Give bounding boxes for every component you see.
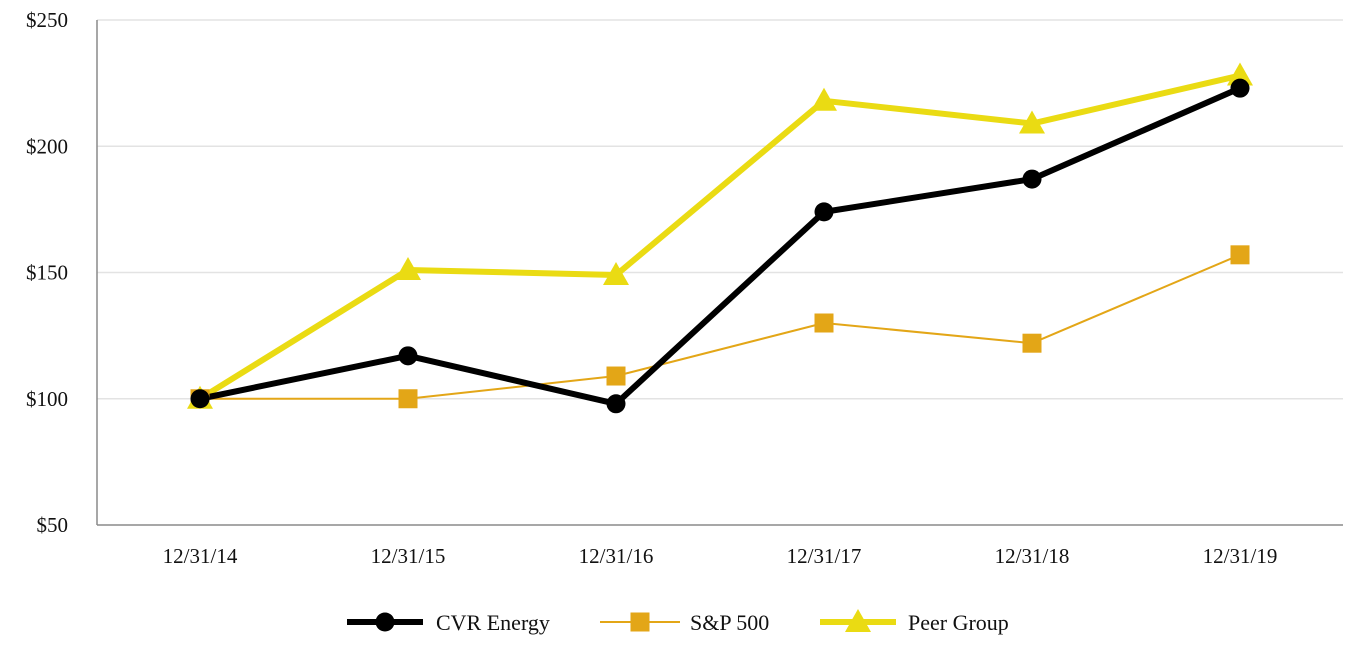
data-point-peer-group <box>395 256 421 280</box>
data-point-s-p-500 <box>814 313 834 333</box>
legend: CVR Energy S&P 500 Peer Group <box>347 609 1009 635</box>
data-point-cvr-energy <box>606 394 626 414</box>
series-markers <box>187 62 1253 414</box>
series-line-s-p-500 <box>199 253 1241 400</box>
data-point-peer-group <box>1227 62 1253 86</box>
legend-label-peer-group: Peer Group <box>908 610 1009 635</box>
legend-marker-s-p-500 <box>630 612 650 632</box>
series-line-cvr-energy <box>197 85 1243 407</box>
x-tick-label: 12/31/19 <box>1203 544 1278 568</box>
data-point-s-p-500 <box>1230 245 1250 265</box>
y-tick-label: $50 <box>37 513 69 537</box>
y-tick-label: $250 <box>26 8 68 32</box>
y-tick-label: $100 <box>26 387 68 411</box>
data-point-cvr-energy <box>190 389 210 409</box>
x-tick-label: 12/31/15 <box>371 544 446 568</box>
data-point-peer-group <box>811 87 837 111</box>
series-line-peer-group <box>197 72 1243 402</box>
data-point-s-p-500 <box>398 389 418 409</box>
y-tick-label: $200 <box>26 134 68 158</box>
x-tick-label: 12/31/14 <box>163 544 238 568</box>
gridlines <box>97 19 1343 400</box>
x-tick-label: 12/31/17 <box>787 544 862 568</box>
legend-marker-cvr-energy <box>375 612 395 632</box>
data-point-cvr-energy <box>1022 169 1042 189</box>
axes: $50 $100 $150 $200 $250 12/31/14 12/31/15 12/31… <box>26 8 1343 568</box>
legend-marker-peer-group <box>845 609 871 632</box>
data-point-peer-group <box>603 262 629 286</box>
legend-label-s-p-500: S&P 500 <box>690 610 769 635</box>
data-point-cvr-energy <box>1230 78 1250 98</box>
data-point-s-p-500 <box>1022 333 1042 353</box>
x-tick-label: 12/31/16 <box>579 544 654 568</box>
legend-label-cvr-energy: CVR Energy <box>436 610 550 635</box>
series-lines <box>197 72 1243 407</box>
x-tick-label: 12/31/18 <box>995 544 1070 568</box>
data-point-cvr-energy <box>814 202 834 222</box>
y-tick-label: $150 <box>26 261 68 285</box>
data-point-peer-group <box>1019 110 1045 134</box>
data-point-s-p-500 <box>606 366 626 386</box>
data-point-cvr-energy <box>398 346 418 366</box>
